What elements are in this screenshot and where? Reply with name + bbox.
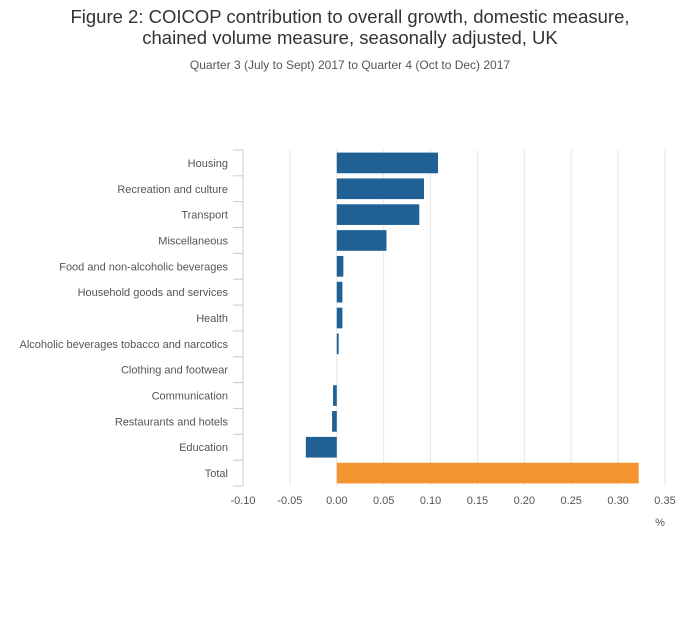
grid-lines [242, 150, 666, 486]
x-tick-label: 0.00 [326, 495, 347, 507]
chart-title: Figure 2: COICOP contribution to overall… [0, 6, 700, 48]
category-label: Clothing and footwear [121, 365, 228, 377]
chart-title-line-2: chained volume measure, seasonally adjus… [142, 27, 558, 48]
bar-health[interactable] [336, 307, 343, 329]
x-tick-label: -0.05 [277, 495, 302, 507]
bar-food-and-non-alcoholic-beverages[interactable] [336, 255, 344, 277]
chart-subtitle: Quarter 3 (July to Sept) 2017 to Quarter… [189, 58, 511, 72]
x-tick-label: 0.20 [514, 495, 535, 507]
category-label: Transport [181, 210, 228, 222]
bar-communication[interactable] [333, 385, 337, 406]
x-tick-label: 0.30 [607, 495, 628, 507]
bars [305, 152, 639, 484]
category-label: Food and non-alcoholic beverages [59, 261, 228, 273]
bar-miscellaneous[interactable] [336, 230, 387, 251]
bar-housing[interactable] [336, 152, 439, 174]
category-label: Alcoholic beverages tobacco and narcotic… [19, 339, 228, 351]
bar-total[interactable] [336, 462, 639, 484]
x-tick-label: 0.10 [420, 495, 441, 507]
bar-transport[interactable] [336, 204, 420, 225]
bar-education[interactable] [305, 436, 337, 458]
bar-restaurants-and-hotels[interactable] [332, 411, 337, 432]
category-label: Recreation and culture [117, 184, 228, 196]
x-tick-label: 0.35 [654, 495, 675, 507]
category-label: Total [205, 468, 228, 480]
chart-title-line-1: Figure 2: COICOP contribution to overall… [70, 6, 630, 27]
bar-alcoholic-beverages-tobacco-and-narcotics[interactable] [336, 333, 339, 355]
category-label: Health [196, 313, 228, 325]
x-axis-unit-label: % [655, 517, 665, 529]
x-tick-label: 0.05 [373, 495, 394, 507]
bar-household-goods-and-services[interactable] [336, 281, 343, 303]
category-labels: Housing Recreation and culture Transport Mi… [19, 158, 228, 480]
x-tick-label: 0.25 [561, 495, 582, 507]
category-label: Communication [152, 391, 228, 403]
category-label: Household goods and services [78, 287, 229, 299]
x-tick-labels: -0.10 -0.05 0.00 0.05 0.10 0.15 0.20 0.25 0.30 0.… [230, 495, 675, 507]
x-tick-label: -0.10 [230, 495, 255, 507]
category-label: Miscellaneous [158, 235, 228, 247]
bar-recreation-and-culture[interactable] [336, 178, 424, 200]
category-label: Restaurants and hotels [115, 416, 229, 428]
x-tick-label: 0.15 [467, 495, 488, 507]
category-label: Education [179, 442, 228, 454]
y-axis [233, 149, 244, 487]
category-label: Housing [188, 158, 228, 170]
